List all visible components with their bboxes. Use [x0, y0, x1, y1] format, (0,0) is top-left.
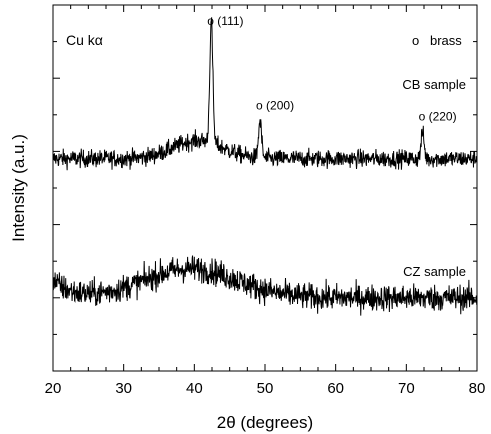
series-line	[52, 17, 478, 171]
series-group	[52, 17, 478, 316]
x-tick-labels: 20 30 40 50 60 70 80	[45, 380, 486, 397]
legend-marker: o	[412, 33, 419, 48]
peak-label: o (111)	[207, 14, 243, 28]
x-tick-label: 70	[398, 380, 415, 397]
peak-label: o (200)	[256, 98, 294, 112]
series-name-label: CZ sample	[403, 264, 466, 279]
x-tick-label: 50	[257, 380, 274, 397]
peak-label: o (220)	[419, 109, 457, 123]
x-tick-label: 30	[115, 380, 132, 397]
radiation-label: Cu kα	[66, 32, 103, 48]
x-axis-label: 2θ (degrees)	[217, 413, 313, 432]
legend: o brass	[412, 33, 462, 48]
plot-frame	[52, 4, 478, 372]
x-tick-label: 20	[45, 380, 62, 397]
x-tick-label: 40	[186, 380, 203, 397]
annotations: CB sample o (111) o (200) o (220) CZ sample	[207, 14, 466, 279]
legend-label: brass	[430, 33, 462, 48]
series-line	[52, 255, 478, 316]
axis-ticks	[52, 5, 478, 371]
y-axis-label: Intensity (a.u.)	[9, 134, 28, 242]
x-tick-label: 80	[469, 380, 486, 397]
series-name-label: CB sample	[402, 77, 466, 92]
x-tick-label: 60	[327, 380, 344, 397]
